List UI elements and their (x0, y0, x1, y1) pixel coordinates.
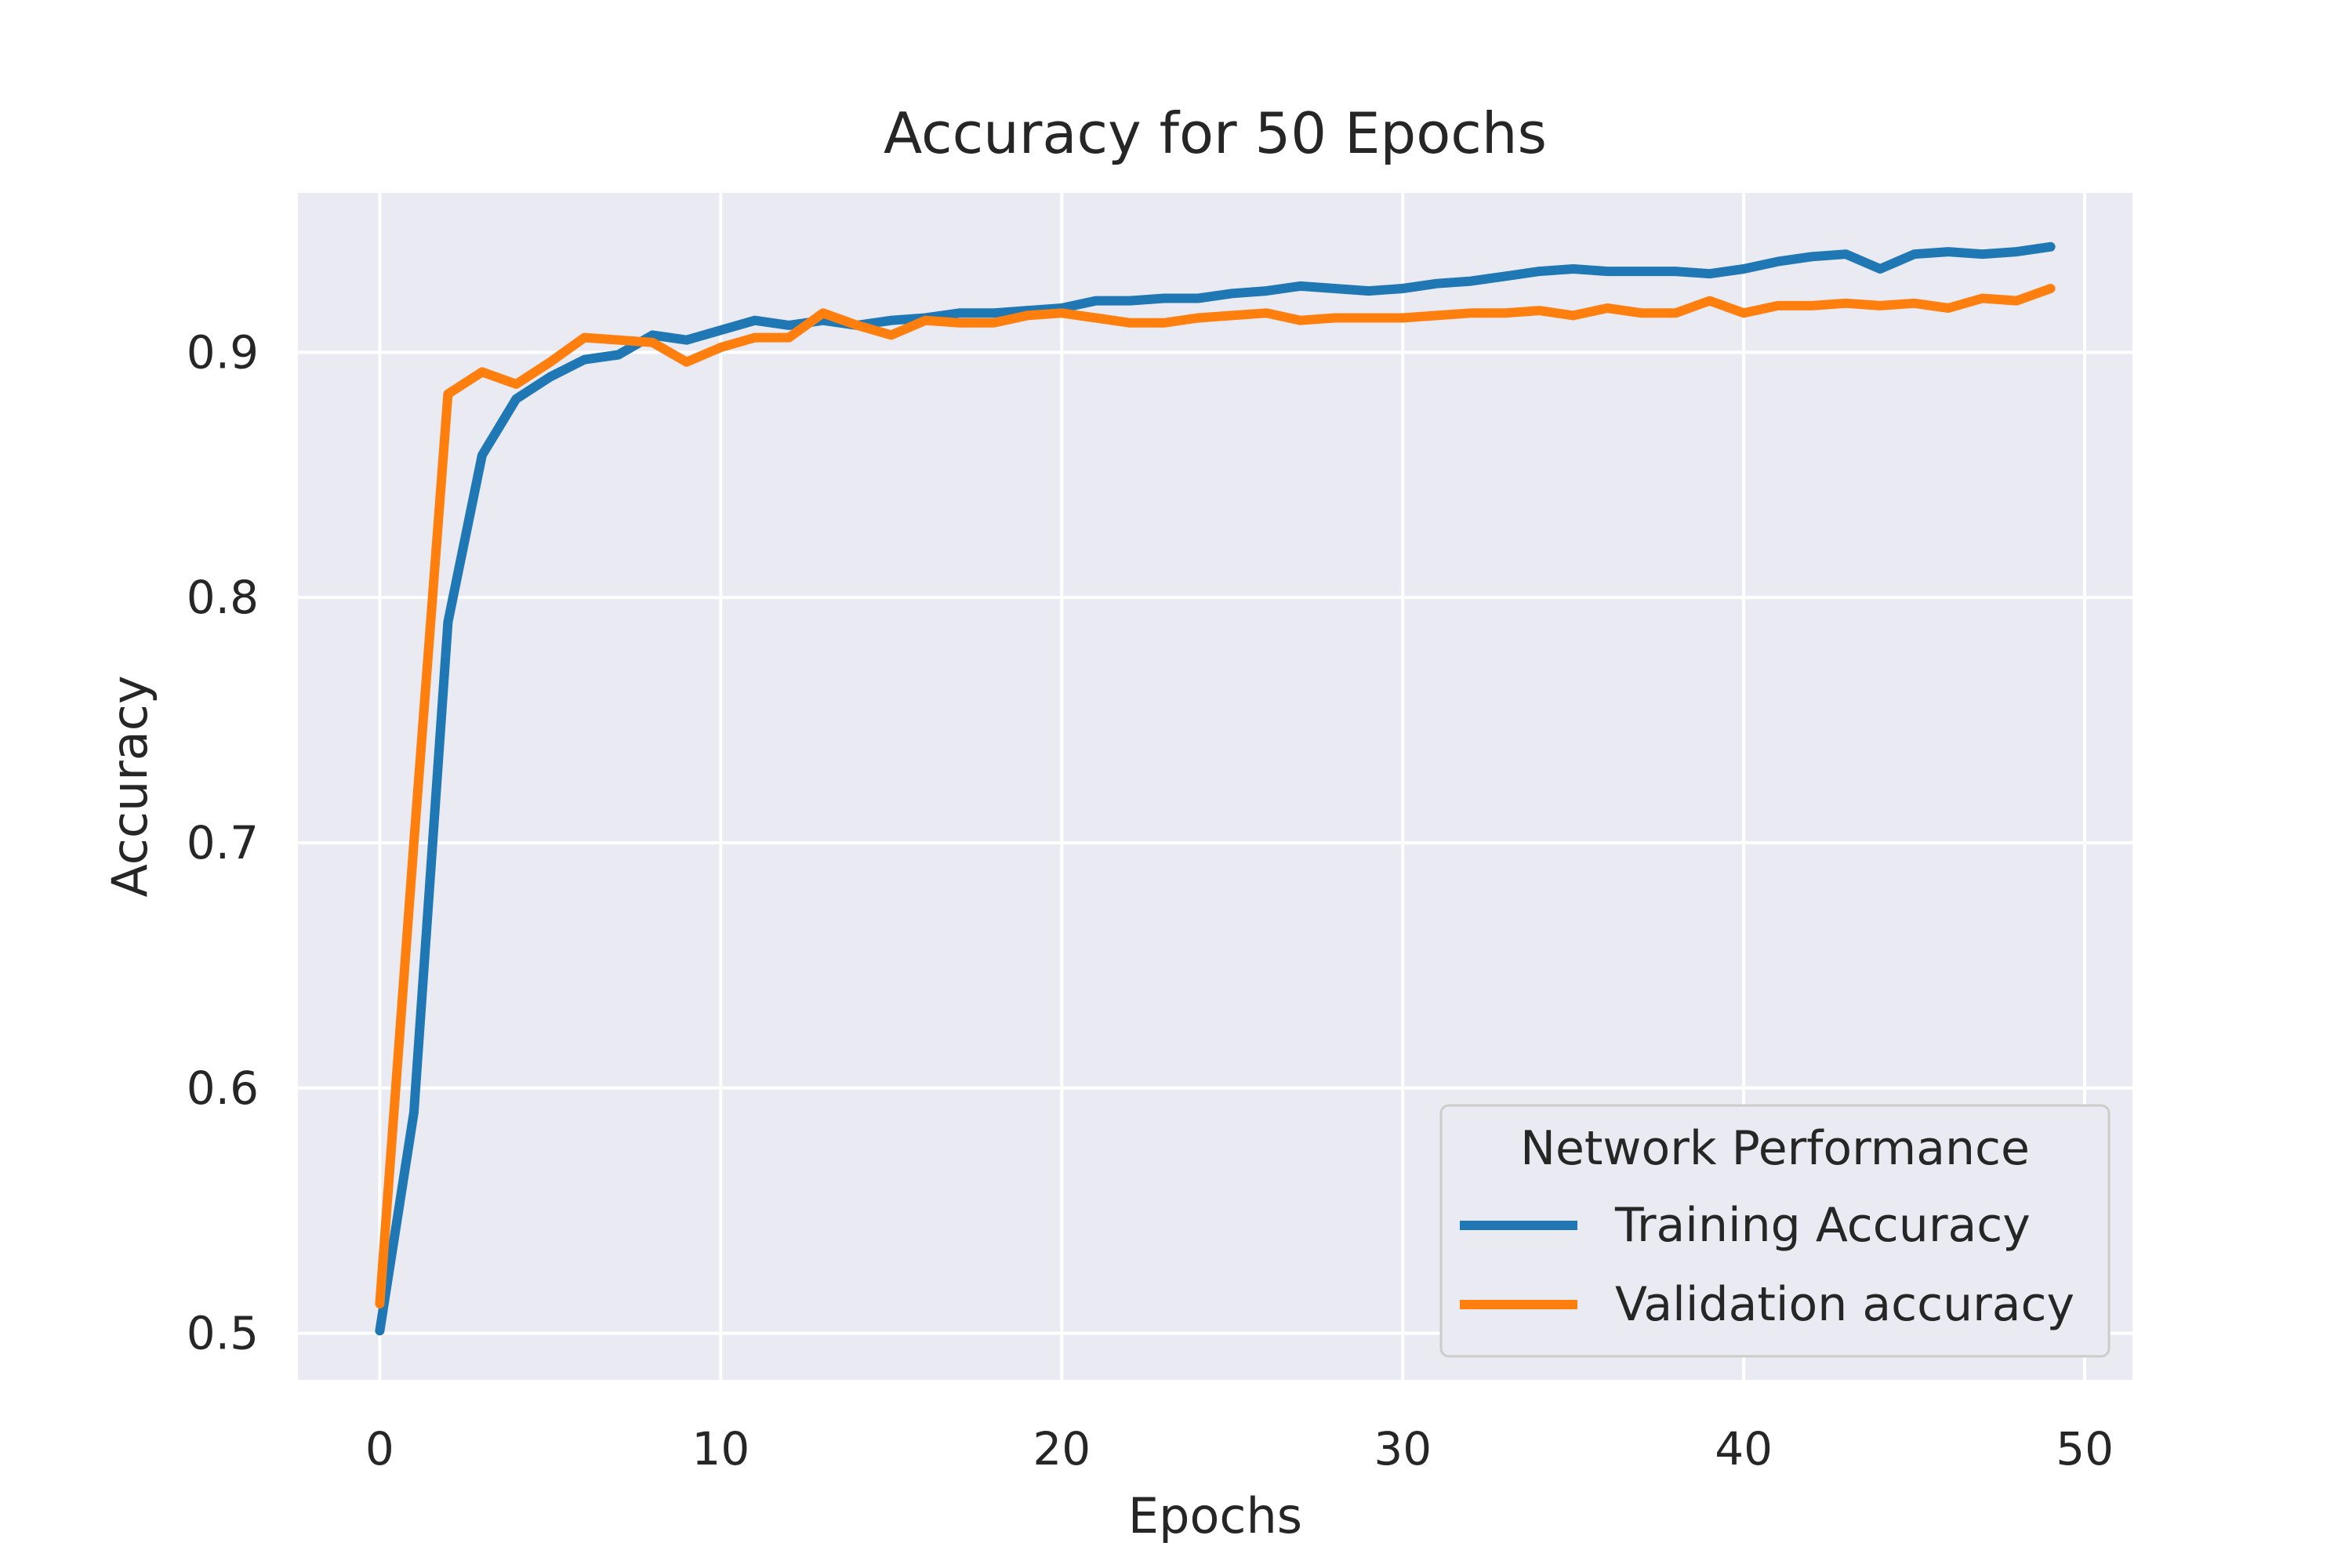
series-layer (375, 241, 2056, 1336)
legend-label-training: Training Accuracy (1614, 1198, 2031, 1253)
x-axis-ticks: 0 10 20 30 40 50 (365, 1422, 2114, 1475)
x-tick-label: 50 (2056, 1422, 2114, 1475)
validation-accuracy-line (375, 284, 2056, 1308)
x-tick-label: 40 (1715, 1422, 1773, 1475)
x-tick-label: 20 (1033, 1422, 1091, 1475)
x-tick-label: 0 (365, 1422, 394, 1475)
legend-box (1439, 1104, 2111, 1358)
y-axis-label: Accuracy (101, 675, 158, 897)
x-tick-label: 10 (691, 1422, 750, 1475)
y-tick-label: 0.8 (187, 571, 259, 624)
y-tick-label: 0.5 (187, 1307, 259, 1360)
legend-label-validation: Validation accuracy (1615, 1277, 2074, 1332)
legend: Network Performance Training Accuracy Va… (1439, 1104, 2111, 1358)
y-tick-label: 0.6 (187, 1062, 259, 1115)
legend-title: Network Performance (1520, 1121, 2030, 1176)
chart-title: Accuracy for 50 Epochs (884, 100, 1547, 166)
y-tick-label: 0.7 (187, 816, 259, 869)
x-axis-label: Epochs (1128, 1487, 1302, 1544)
x-tick-label: 30 (1374, 1422, 1432, 1475)
y-axis-ticks: 0.5 0.6 0.7 0.8 0.9 (187, 325, 259, 1359)
y-tick-label: 0.9 (187, 325, 259, 379)
training-accuracy-line (375, 241, 2056, 1336)
grid-lines (298, 193, 2132, 1380)
